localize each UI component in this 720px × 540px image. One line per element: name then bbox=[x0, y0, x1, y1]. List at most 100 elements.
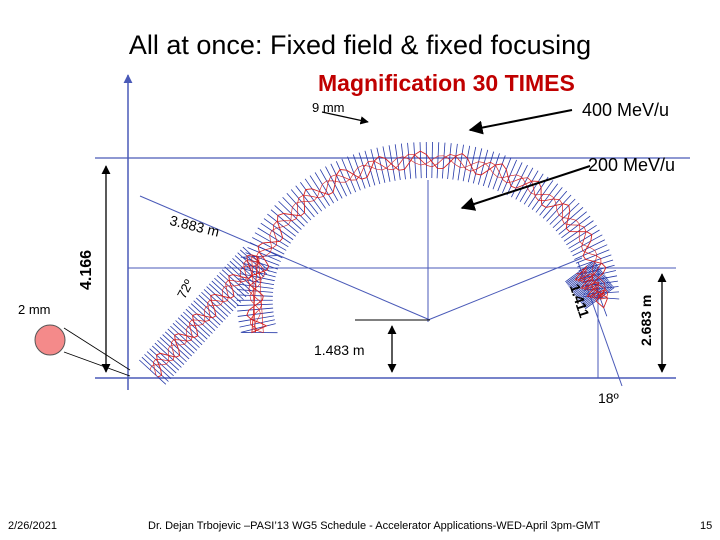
magnet-segment bbox=[583, 284, 613, 307]
magnet-segment bbox=[263, 218, 294, 241]
magnet-segment bbox=[413, 142, 417, 179]
magnet-segment bbox=[531, 180, 554, 210]
label-400: 400 MeV/u bbox=[582, 100, 670, 120]
pointer-2mm-b bbox=[63, 351, 131, 377]
magnet-segment bbox=[364, 150, 376, 186]
magnet-segment bbox=[270, 209, 299, 234]
magnet-segment bbox=[441, 142, 446, 179]
magnet-segment bbox=[177, 317, 205, 343]
magnet-segment bbox=[151, 345, 180, 371]
magnet-segment bbox=[232, 258, 260, 283]
magnet-segment bbox=[502, 159, 517, 194]
magnet-segment bbox=[462, 145, 471, 182]
magnet-segment bbox=[542, 190, 568, 219]
magnet-segment bbox=[286, 193, 312, 221]
magnet-segment bbox=[224, 266, 252, 292]
magnet-segment bbox=[566, 262, 597, 285]
magnet-segment bbox=[238, 315, 275, 323]
magnet-segment bbox=[239, 273, 275, 282]
magnet-segment bbox=[185, 308, 213, 334]
magnet-segment bbox=[164, 331, 193, 357]
label-offset: 1.483 m bbox=[314, 342, 365, 358]
magnet-segment bbox=[159, 337, 187, 363]
magnet-segment bbox=[558, 211, 587, 235]
magnet-segment bbox=[180, 314, 208, 340]
orbit-trace bbox=[152, 153, 609, 376]
magnet-segment bbox=[282, 196, 308, 224]
magnet-segment bbox=[467, 146, 477, 183]
magnet-segment bbox=[431, 142, 433, 179]
magnet-segment bbox=[376, 147, 386, 183]
magnet-segment bbox=[497, 157, 512, 192]
slide-title: All at once: Fixed field & fixed focusin… bbox=[128, 30, 592, 60]
magnet-segment bbox=[584, 287, 615, 310]
magnet-segment bbox=[206, 286, 234, 312]
magnet-segment bbox=[198, 294, 226, 320]
magnet-segment bbox=[239, 319, 275, 328]
magnet-segment bbox=[319, 169, 339, 201]
magnet-segment bbox=[237, 307, 274, 312]
magnet-segment bbox=[570, 234, 603, 253]
magnet-segment bbox=[582, 283, 612, 306]
magnet-segment bbox=[229, 260, 257, 286]
magnet-segment bbox=[487, 153, 500, 188]
magnet-segment bbox=[472, 148, 483, 184]
magnet-segment bbox=[240, 323, 276, 333]
magnet-segment bbox=[539, 187, 563, 216]
magnet-segment bbox=[447, 143, 452, 180]
magnet-segment bbox=[535, 183, 559, 213]
magnet-segment bbox=[330, 163, 347, 197]
footer-credit: Dr. Dejan Trbojevic –PASI’13 WG5 Schedul… bbox=[148, 520, 601, 532]
orbit-trace bbox=[149, 155, 606, 371]
pointer-200 bbox=[460, 165, 591, 211]
magnet-segment bbox=[358, 152, 371, 188]
magnet-segment bbox=[146, 351, 174, 377]
magnet-segment bbox=[572, 239, 606, 257]
radius-line bbox=[139, 195, 431, 321]
orbit-traces bbox=[149, 150, 609, 378]
magnet-segment bbox=[335, 161, 352, 195]
magnet-segment bbox=[394, 144, 401, 181]
magnet-segment bbox=[242, 246, 270, 272]
magnet-segment bbox=[247, 247, 281, 262]
magnet-segment bbox=[234, 255, 262, 281]
magnet-segment bbox=[257, 227, 289, 248]
magnet-segment bbox=[214, 277, 242, 303]
magnet-segment bbox=[382, 146, 391, 182]
magnet-segment bbox=[195, 297, 224, 323]
pointer-2mm-a bbox=[63, 327, 131, 371]
magnet-segment bbox=[139, 359, 167, 385]
page-number: 15 bbox=[700, 520, 713, 532]
magnet-segment bbox=[249, 242, 283, 259]
magnet-segment bbox=[290, 189, 315, 218]
magnet-segment bbox=[566, 224, 597, 246]
magnet-segment bbox=[477, 149, 489, 185]
pointer-400 bbox=[468, 109, 573, 135]
magnet-segment bbox=[546, 194, 572, 222]
magnet-segment bbox=[575, 249, 610, 264]
focus-line bbox=[427, 257, 583, 321]
magnet-segment bbox=[572, 270, 603, 293]
magnet-segment bbox=[300, 182, 323, 212]
magnet-segment bbox=[237, 311, 274, 317]
magnet-segment bbox=[193, 300, 221, 326]
magnet-segment bbox=[400, 143, 406, 180]
magnet-segment bbox=[407, 142, 412, 179]
magnet-segment bbox=[506, 162, 523, 196]
magnet-segment bbox=[175, 320, 203, 346]
magnet-segment bbox=[144, 354, 172, 379]
magnet-segment bbox=[452, 143, 458, 180]
label-200: 200 MeV/u bbox=[588, 155, 676, 175]
magnet-segment bbox=[188, 306, 216, 331]
magnet-segment bbox=[570, 267, 600, 290]
magnet-segment bbox=[203, 289, 231, 315]
magnet-segment bbox=[162, 334, 190, 360]
magnet-segment bbox=[482, 151, 495, 187]
magnet-segment bbox=[252, 237, 285, 255]
magnet-segment bbox=[515, 167, 534, 200]
magnet-segment bbox=[572, 269, 602, 292]
magnet-segment bbox=[555, 207, 584, 232]
magnet-segment bbox=[183, 311, 211, 337]
label-2mm: 2 mm bbox=[18, 302, 51, 317]
